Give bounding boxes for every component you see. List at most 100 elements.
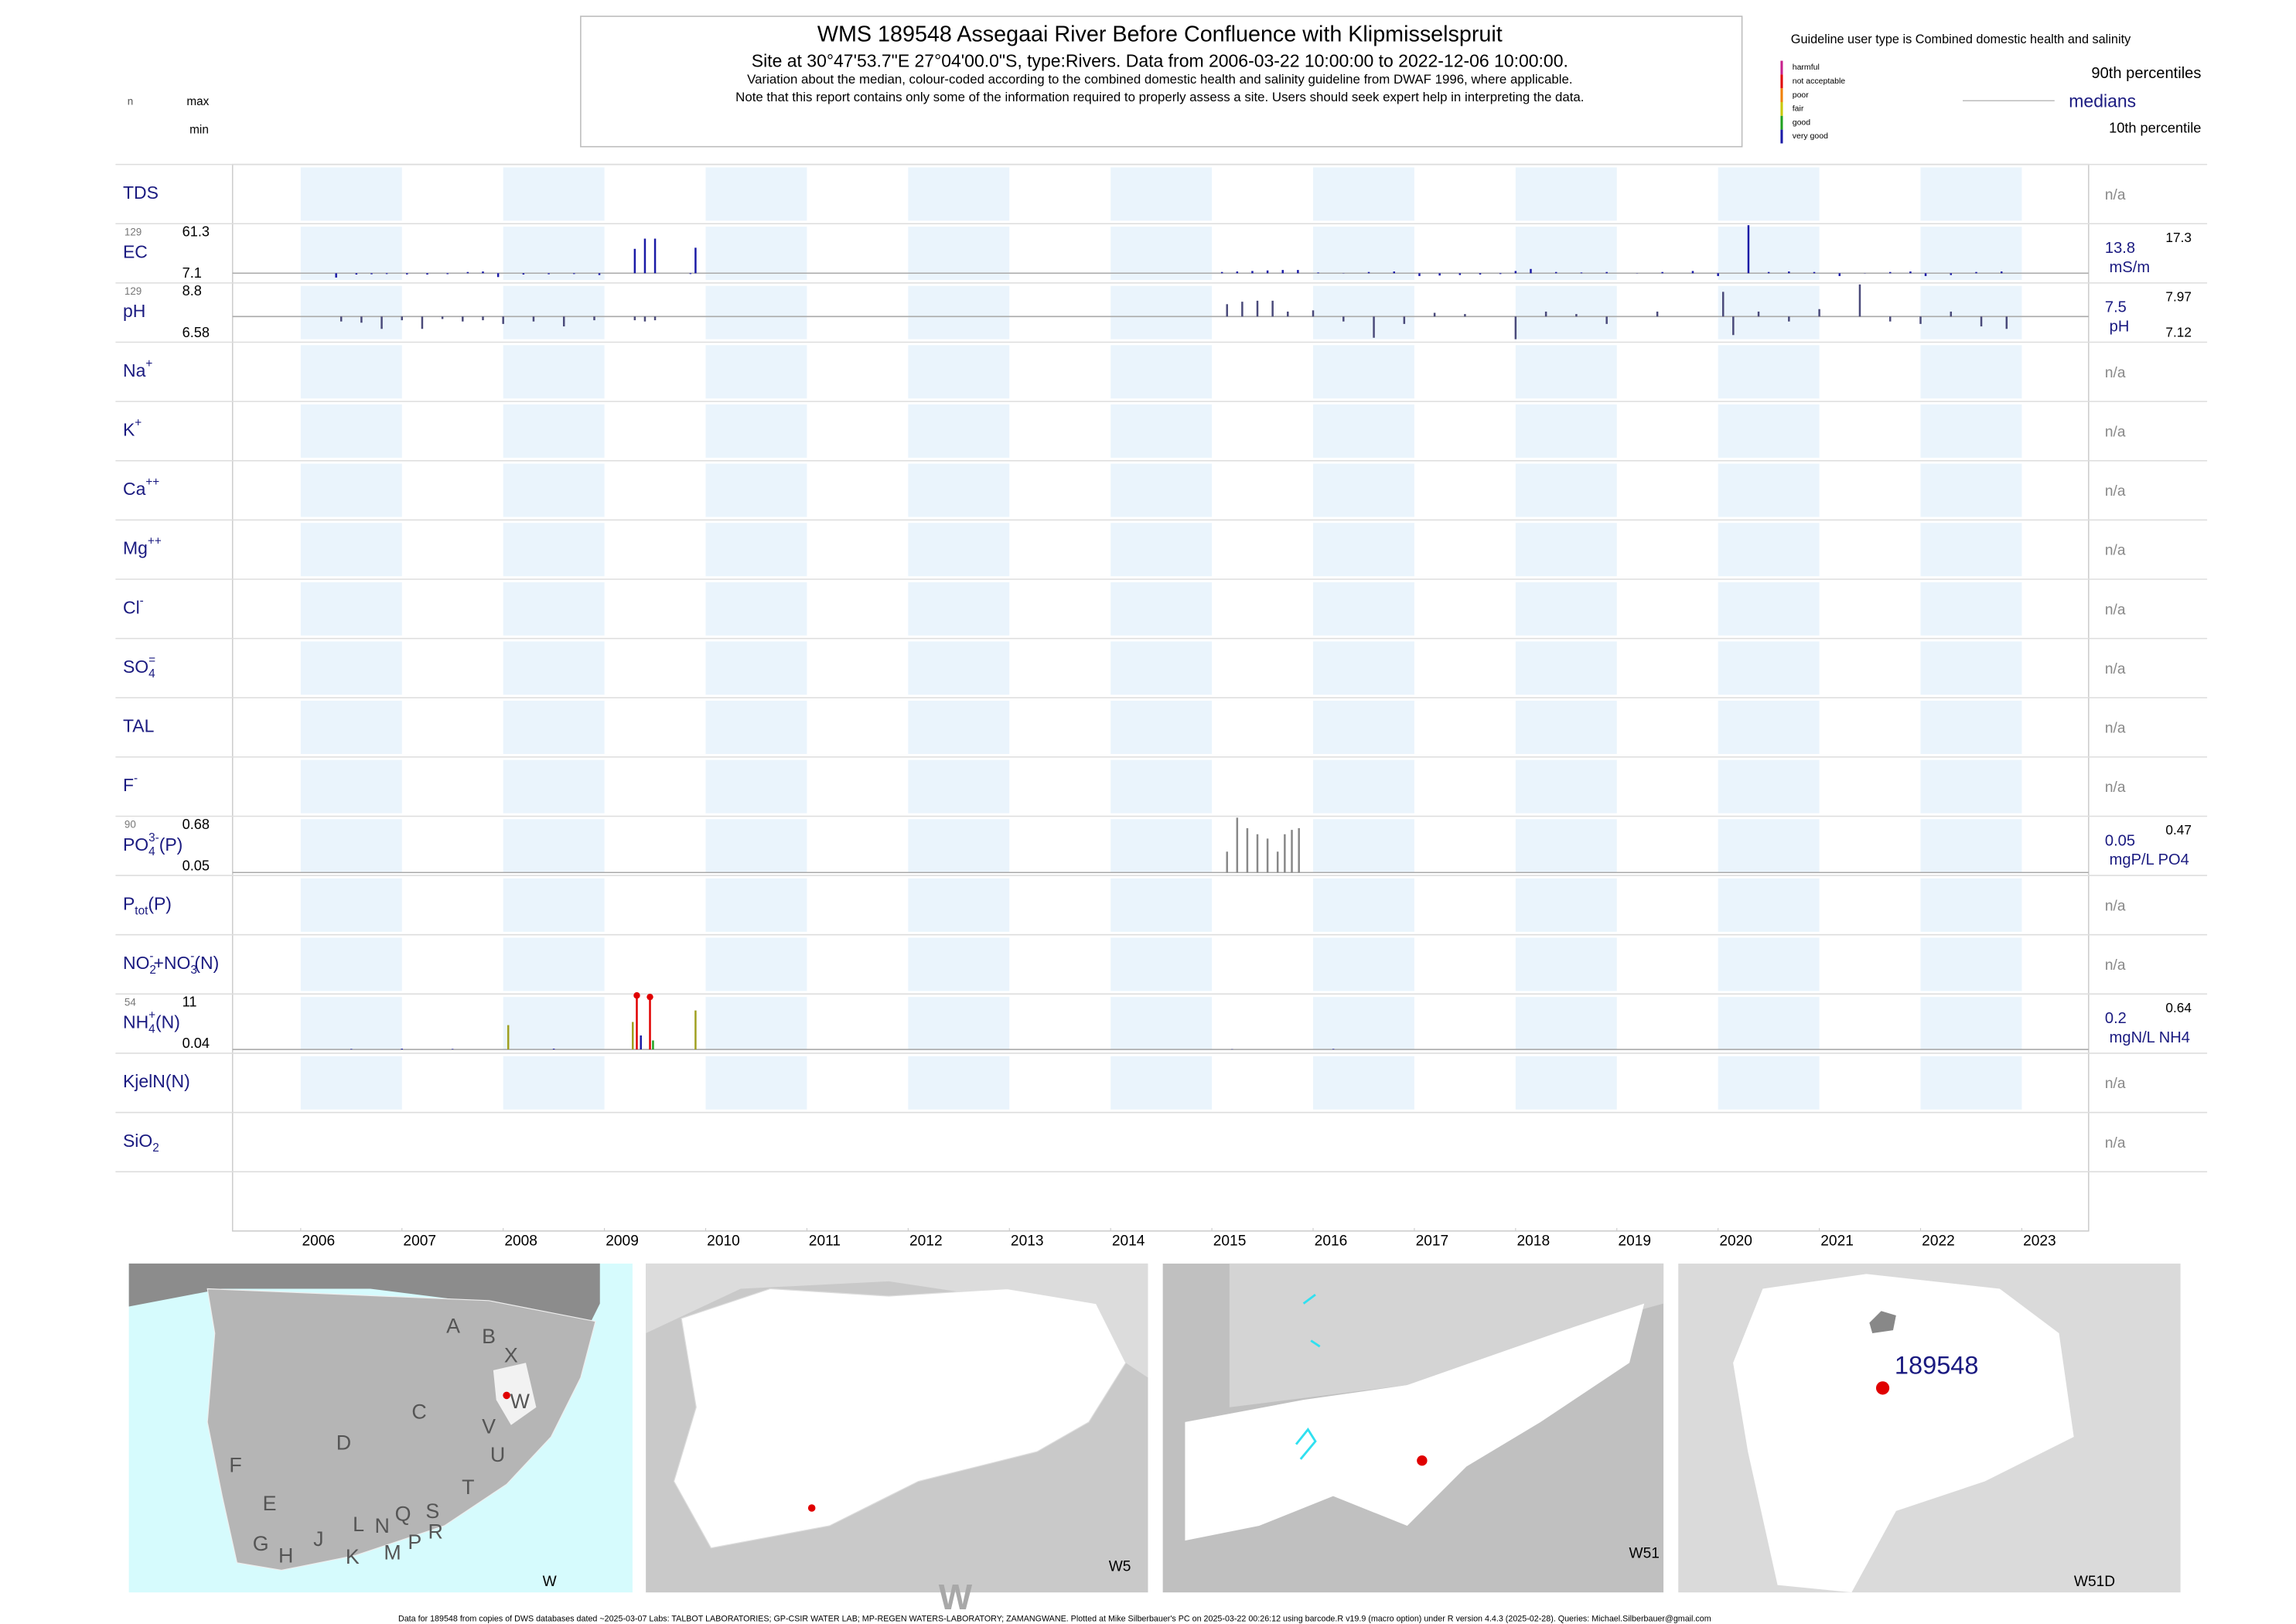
legend-class: fair (1793, 104, 1804, 114)
year-band (1110, 878, 1213, 932)
year-band (1313, 523, 1414, 577)
year-band (1515, 227, 1617, 281)
year-band (705, 819, 807, 873)
row-label-part: PO (123, 834, 148, 855)
year-band (908, 404, 1010, 458)
row-label-part: + (145, 357, 152, 370)
year-band (1110, 937, 1213, 991)
year-band (1515, 285, 1617, 339)
footer: Data for 189548 from copies of DWS datab… (398, 1614, 1711, 1623)
year-band (503, 937, 605, 991)
year-band (1110, 345, 1213, 399)
year-band (300, 937, 402, 991)
region-label: W (510, 1390, 531, 1413)
row-label: pH (123, 301, 145, 321)
year-band (503, 523, 605, 577)
year-band (503, 641, 605, 695)
year-band (908, 523, 1010, 577)
row-label-part: 2 (149, 964, 156, 977)
row-label: PO43-(P) (123, 831, 183, 858)
year-band (705, 404, 807, 458)
row-label-part: Na (123, 360, 146, 380)
legend-class: poor (1793, 90, 1810, 100)
year-band (705, 463, 807, 517)
year-band (1718, 582, 1820, 636)
legend-class: harmful (1793, 63, 1820, 72)
row-label: F- (123, 773, 138, 796)
year-band (1110, 404, 1213, 458)
year-band (1718, 1056, 1820, 1110)
row-label: NH4+(N) (123, 1009, 180, 1035)
row-label: EC (123, 242, 148, 262)
year-band (1920, 582, 2022, 636)
site-dot (1417, 1455, 1428, 1466)
year-band (705, 937, 807, 991)
row-label: Cl- (123, 595, 144, 618)
x-tick-label: 2021 (1820, 1233, 1854, 1249)
year-band (1920, 227, 2022, 281)
region-label: J (313, 1527, 323, 1551)
year-band (503, 582, 605, 636)
median-value: 0.05 (2105, 832, 2135, 849)
row-label-part: NO (123, 953, 149, 973)
note: Variation about the median, colour-coded… (747, 72, 1572, 87)
year-band (503, 227, 605, 281)
year-band (1110, 285, 1213, 339)
x-tick-label: 2019 (1618, 1233, 1651, 1249)
row-label: Na+ (123, 357, 152, 380)
map-label: W5 (1109, 1559, 1131, 1575)
not-available: n/a (2105, 543, 2126, 559)
year-band (1515, 582, 1617, 636)
row-label: Ca++ (123, 476, 159, 500)
x-tick-label: 2013 (1011, 1233, 1044, 1249)
year-band (1718, 937, 1820, 991)
x-tick-label: 2008 (504, 1233, 537, 1249)
legend-swatch (1780, 115, 1783, 130)
year-band (1313, 463, 1414, 517)
not-available: n/a (2105, 721, 2126, 737)
year-band (1920, 759, 2022, 814)
region-label: G (253, 1532, 269, 1555)
year-band (503, 701, 605, 755)
year-band (300, 227, 402, 281)
year-band (1920, 404, 2022, 458)
legend-class: not acceptable (1793, 77, 1846, 86)
row-label-part: 4 (148, 1022, 155, 1035)
year-band (908, 701, 1010, 755)
row-label-part: - (190, 950, 194, 963)
year-band (1718, 997, 1820, 1051)
header-box (580, 15, 1743, 148)
max-value: 61.3 (183, 224, 210, 240)
map-catchment (1733, 1274, 2074, 1593)
year-band (1515, 463, 1617, 517)
row-label: SO4= (123, 653, 155, 680)
year-band (1920, 701, 2022, 755)
row-label-part: Mg (123, 538, 148, 558)
region-label: F (229, 1453, 241, 1476)
year-band (1110, 1056, 1213, 1110)
year-band (908, 759, 1010, 814)
site-dot (1875, 1381, 1890, 1395)
subtitle: Site at 30°47'53.7"E 27°04'00.0"S, type:… (752, 51, 1568, 71)
year-band (1110, 167, 1213, 221)
legend-title: Guideline user type is Combined domestic… (1791, 32, 2131, 46)
x-tick-label: 2016 (1315, 1233, 1348, 1249)
year-band (300, 759, 402, 814)
year-band (300, 167, 402, 221)
map-land (128, 1263, 600, 1333)
year-band (300, 997, 402, 1051)
row-label-part: KjelN(N) (123, 1071, 190, 1091)
year-band (1313, 937, 1414, 991)
row-label: NO2-+NO3-(N) (123, 950, 219, 976)
year-band (1920, 937, 2022, 991)
title: WMS 189548 Assegaai River Before Conflue… (817, 22, 1503, 47)
region-label: E (263, 1492, 277, 1515)
year-band (1313, 227, 1414, 281)
year-band (908, 1056, 1010, 1110)
year-band (1110, 582, 1213, 636)
year-band (503, 404, 605, 458)
legend-class: good (1793, 118, 1811, 127)
year-band (1920, 1056, 2022, 1110)
row-label-part: ++ (145, 476, 159, 490)
